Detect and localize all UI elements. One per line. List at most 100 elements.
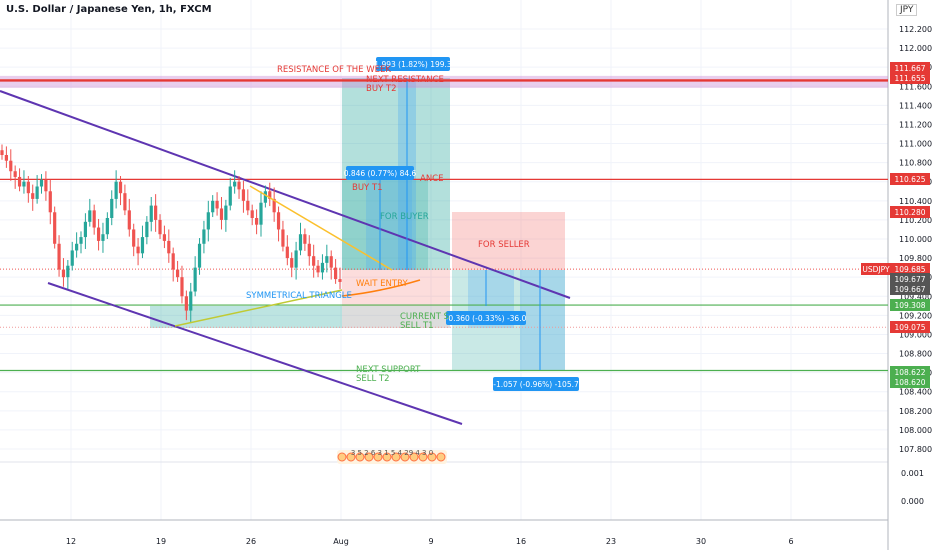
candle-body <box>70 250 74 266</box>
chart-annotation: FOR SELLER <box>478 240 530 250</box>
candle-body <box>110 198 114 218</box>
buy-t1-reward-zone <box>342 179 428 270</box>
chart-annotation: SELL T2 <box>356 374 390 384</box>
candle-body <box>136 246 140 254</box>
candle-body <box>140 237 145 254</box>
price-badge <box>890 376 930 388</box>
candle-body <box>312 256 316 266</box>
candle-body <box>132 229 136 247</box>
candle-body <box>246 200 250 211</box>
time-tick-label: 26 <box>246 537 256 546</box>
candle-body <box>189 291 193 311</box>
candle-body <box>228 186 232 206</box>
price-badge-label: 111.655 <box>894 74 925 83</box>
price-badge-label: 109.667 <box>894 285 925 294</box>
price-tick-label: 109.000 <box>899 330 932 339</box>
candle-body <box>149 205 153 222</box>
candle-body <box>118 181 123 194</box>
buy-risk-zone <box>342 270 450 306</box>
candle-body <box>290 258 294 268</box>
price-tick-label: 109.800 <box>899 254 932 263</box>
chart-annotation: WAIT ENTRY <box>356 279 408 289</box>
candle-body <box>338 279 342 282</box>
symmetrical-triangle <box>174 185 421 327</box>
price-badge-label: 111.667 <box>894 64 925 73</box>
candle-body <box>184 296 188 311</box>
candle-body <box>298 234 303 251</box>
chart-annotation: SELL T1 <box>400 321 434 331</box>
price-badge <box>890 321 930 333</box>
chart-annotation: SYMMETRICAL TRIANGLE <box>246 291 352 301</box>
candle-body <box>193 267 197 292</box>
lower-pane-tick-label: 0.001 <box>901 469 924 478</box>
event-marker <box>373 452 383 462</box>
candle-body <box>44 179 48 192</box>
candle-body <box>175 269 180 278</box>
measure-label: -1.057 (-0.96%) -105.7 <box>493 380 579 389</box>
candle-body <box>233 181 237 187</box>
buy-stop-zone <box>342 306 450 328</box>
event-markers[interactable]: 3 5 2 6 3 1 5 4 29 4 3 0 <box>337 449 447 464</box>
time-axis[interactable]: 12 19 26 Aug 9 16 23 30 6 <box>66 537 794 546</box>
candle-body <box>259 202 263 225</box>
triangle-lower-line <box>174 289 343 327</box>
candle-body <box>325 256 329 263</box>
symbol-badge <box>861 263 891 275</box>
price-badge-label: 108.620 <box>894 378 925 387</box>
candle-body <box>105 218 109 235</box>
grid <box>0 0 889 550</box>
sell-risk-zone <box>452 212 565 270</box>
candle-body <box>4 155 8 161</box>
price-badge-label: 109.075 <box>894 323 925 332</box>
candle-body <box>101 234 105 241</box>
candle-body <box>114 181 118 199</box>
price-tick-label: 109.200 <box>899 311 932 320</box>
candle-body <box>285 246 289 259</box>
candle-body <box>219 208 224 220</box>
event-marker <box>391 452 401 462</box>
candle-body <box>162 234 167 241</box>
chart-title: U.S. Dollar / Japanese Yen, 1h, FXCM <box>6 4 212 15</box>
price-tick-label: 109.400 <box>899 292 932 301</box>
wait-entry-arrow <box>341 279 421 297</box>
event-marker <box>436 452 446 462</box>
time-tick-label: 23 <box>606 537 616 546</box>
candle-body <box>211 200 215 213</box>
candle-body <box>127 210 131 230</box>
price-badge <box>890 366 930 378</box>
symbol-badge-label: USDJPY <box>862 265 890 274</box>
candle-body <box>48 191 52 213</box>
resistance-week-band <box>0 75 888 88</box>
candle-body <box>237 181 241 190</box>
candle-body <box>22 181 26 187</box>
candle-body <box>145 221 149 238</box>
candle-body <box>66 265 70 278</box>
price-badge <box>890 173 930 185</box>
price-badge-label: 109.677 <box>894 275 925 284</box>
candle-body <box>294 250 298 268</box>
candle-body <box>96 227 101 241</box>
candle-body <box>206 212 210 230</box>
candle-body <box>79 237 83 244</box>
chart-annotation: RESISTANCE OF THE WEEK <box>277 65 391 75</box>
candle-body <box>281 229 285 247</box>
candle-body <box>167 240 171 254</box>
chart-annotation: NEXT SUPPORT <box>356 365 421 375</box>
event-marker <box>355 452 365 462</box>
price-tick-label: 110.400 <box>899 197 932 206</box>
price-badge-label: 108.622 <box>894 368 925 377</box>
candle-body <box>263 191 267 203</box>
event-marker <box>427 452 437 462</box>
candle-body <box>92 210 96 228</box>
price-badge-label: 109.685 <box>894 265 925 274</box>
price-tick-label: 110.800 <box>899 159 932 168</box>
currency-label[interactable]: JPY <box>896 4 918 16</box>
time-tick-label: 30 <box>696 537 706 546</box>
event-marker <box>346 452 356 462</box>
candle-body <box>180 277 184 297</box>
time-tick-label: 16 <box>516 537 526 546</box>
